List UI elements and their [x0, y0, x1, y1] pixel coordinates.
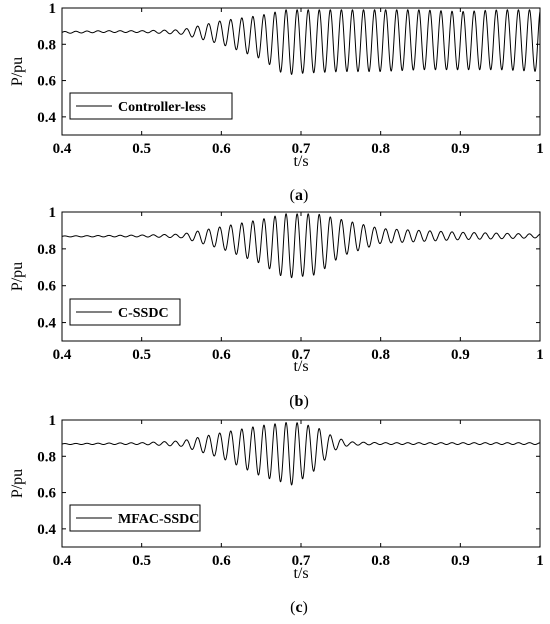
y-tick-label: 0.6 [37, 486, 56, 502]
y-tick-label: 0.8 [37, 242, 56, 258]
x-axis-label: t/s [293, 153, 308, 170]
x-axis-label: t/s [293, 358, 308, 375]
panel-caption: (b) [289, 393, 309, 410]
series-line [61, 421, 541, 486]
x-tick-label: 0.4 [53, 141, 72, 157]
y-tick-label: 0.6 [37, 74, 56, 90]
legend-label: Controller-less [118, 100, 206, 115]
x-tick-label: 1 [536, 553, 544, 569]
series-line [61, 9, 541, 76]
x-tick-label: 0.6 [212, 347, 231, 363]
x-axis-label: t/s [293, 565, 308, 582]
x-tick-label: 0.8 [371, 347, 390, 363]
x-tick-label: 0.8 [371, 141, 390, 157]
legend-label: MFAC-SSDC [118, 512, 199, 527]
series-line [61, 213, 541, 279]
x-tick-label: 0.4 [53, 347, 72, 363]
x-tick-label: 1 [536, 347, 544, 363]
y-tick-label: 0.4 [37, 522, 56, 538]
x-tick-label: 0.9 [451, 553, 470, 569]
x-tick-label: 0.5 [132, 141, 151, 157]
panel-b: 0.4 0.5 0.6 0.7 0.8 0.9 1 0.4 0.6 0.8 1 P/pu t/s (b) C… [9, 205, 544, 410]
panel-caption: (c) [290, 599, 308, 616]
x-tick-label: 0.6 [212, 553, 231, 569]
y-tick-label: 0.6 [37, 279, 56, 295]
panel-c: 0.4 0.5 0.6 0.7 0.8 0.9 1 0.4 0.6 0.8 1 P/pu t/s (c) M… [9, 413, 544, 616]
panel-a: 0.4 0.5 0.6 0.7 0.8 0.9 1 0.4 0.6 0.8 1 P/pu t/s (a) C… [9, 1, 544, 204]
x-tick-label: 0.9 [451, 347, 470, 363]
y-tick-label: 0.4 [37, 316, 56, 332]
x-tick-label: 0.7 [292, 347, 311, 363]
y-axis-label: P/pu [9, 469, 26, 498]
x-tick-label: 0.7 [292, 141, 311, 157]
panel-caption: (a) [290, 187, 309, 204]
x-tick-label: 0.8 [371, 553, 390, 569]
legend-label: C-SSDC [118, 306, 169, 321]
x-tick-label: 0.9 [451, 141, 470, 157]
x-tick-label: 0.4 [53, 553, 72, 569]
x-tick-label: 0.7 [292, 553, 311, 569]
y-tick-label: 0.8 [37, 37, 56, 53]
y-axis-label: P/pu [9, 262, 26, 291]
x-tick-label: 1 [536, 141, 544, 157]
y-tick-label: 1 [49, 1, 57, 17]
y-tick-label: 0.8 [37, 449, 56, 465]
x-tick-label: 0.5 [132, 347, 151, 363]
x-tick-label: 0.5 [132, 553, 151, 569]
x-tick-label: 0.6 [212, 141, 231, 157]
y-axis-label: P/pu [9, 57, 26, 86]
y-tick-label: 1 [49, 413, 57, 429]
y-tick-label: 0.4 [37, 110, 56, 126]
y-tick-label: 1 [49, 205, 57, 221]
